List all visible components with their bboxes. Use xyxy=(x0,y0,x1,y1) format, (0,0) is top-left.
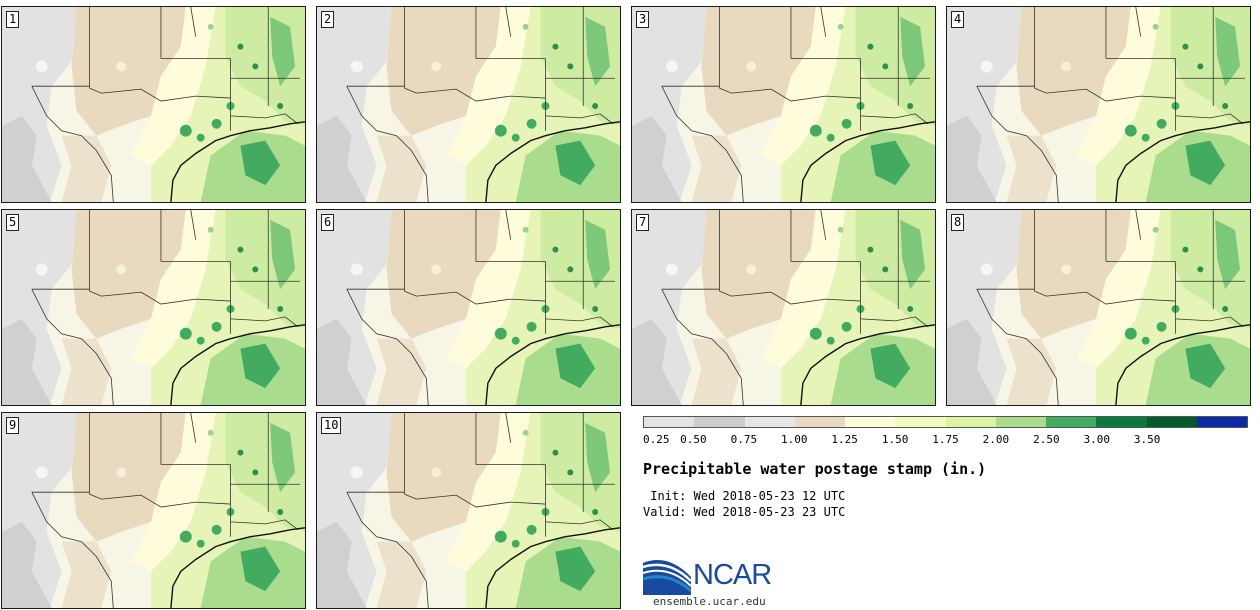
legend-swatch xyxy=(945,417,996,427)
precipitable-water-map xyxy=(2,210,305,405)
forecast-panel: 4 xyxy=(946,6,1251,203)
legend-swatch xyxy=(644,417,695,427)
legend-swatch xyxy=(845,417,896,427)
legend-tick-label: 0.25 xyxy=(643,433,670,446)
precipitable-water-map xyxy=(2,413,305,608)
precipitable-water-map xyxy=(632,7,935,202)
forecast-panel: 1 xyxy=(1,6,306,203)
legend-tick-label: 2.50 xyxy=(1033,433,1060,446)
valid-time: Valid: Wed 2018-05-23 23 UTC xyxy=(643,505,846,519)
panel-number-label: 6 xyxy=(321,214,335,231)
legend-tick-label: 1.00 xyxy=(781,433,808,446)
website-link[interactable]: ensemble.ucar.edu xyxy=(653,595,766,608)
precipitable-water-map xyxy=(317,413,620,608)
forecast-panel: 8 xyxy=(946,209,1251,406)
legend-swatch xyxy=(1046,417,1097,427)
chart-title: Precipitable water postage stamp (in.) xyxy=(643,460,987,478)
legend-swatch xyxy=(995,417,1046,427)
legend-tick-label: 1.25 xyxy=(831,433,858,446)
color-scale-bar xyxy=(643,416,1248,428)
legend-tick-label: 1.75 xyxy=(932,433,959,446)
forecast-panel: 2 xyxy=(316,6,621,203)
panel-number-label: 1 xyxy=(6,11,20,28)
ncar-swoosh-icon xyxy=(643,560,691,595)
panel-number-label: 3 xyxy=(636,11,650,28)
legend-tick-label: 3.50 xyxy=(1133,433,1161,446)
panel-number-label: 10 xyxy=(321,417,342,434)
legend-swatch xyxy=(1096,417,1147,427)
legend-tick-label: 1.50 xyxy=(881,433,909,446)
legend-tick-label: 3.00 xyxy=(1083,433,1111,446)
forecast-panel: 5 xyxy=(1,209,306,406)
forecast-panel: 6 xyxy=(316,209,621,406)
logo-text: NCAR xyxy=(693,559,772,591)
color-scale-legend: 0.25 0.50 0.75 1.00 1.25 1.50 1.75 2.00 2.50 3.00… xyxy=(643,416,1248,446)
init-time: Init: Wed 2018-05-23 12 UTC xyxy=(643,489,846,503)
forecast-panel: 7 xyxy=(631,209,936,406)
panel-number-label: 4 xyxy=(951,11,965,28)
precipitable-water-map xyxy=(947,7,1250,202)
legend-swatch xyxy=(895,417,946,427)
legend-tick-label: 0.50 xyxy=(680,433,707,446)
panel-number-label: 5 xyxy=(6,214,20,231)
legend-swatch xyxy=(794,417,845,427)
legend-tick-label: 0.75 xyxy=(730,433,758,446)
precipitable-water-map xyxy=(317,7,620,202)
legend-tick-label: 2.00 xyxy=(982,433,1010,446)
panel-number-label: 8 xyxy=(951,214,965,231)
panel-number-label: 9 xyxy=(6,417,20,434)
legend-swatch xyxy=(1146,417,1197,427)
forecast-panel: 10 xyxy=(316,412,621,609)
legend-swatch xyxy=(744,417,795,427)
precipitable-water-map xyxy=(2,7,305,202)
precipitable-water-map xyxy=(632,210,935,405)
panel-number-label: 2 xyxy=(321,11,335,28)
forecast-panel: 3 xyxy=(631,6,936,203)
precipitable-water-map xyxy=(317,210,620,405)
panel-number-label: 7 xyxy=(636,214,650,231)
legend-swatch xyxy=(1196,417,1247,427)
precipitable-water-map xyxy=(947,210,1250,405)
forecast-panel: 9 xyxy=(1,412,306,609)
legend-swatch xyxy=(694,417,745,427)
ncar-logo: NCAR xyxy=(643,553,803,595)
